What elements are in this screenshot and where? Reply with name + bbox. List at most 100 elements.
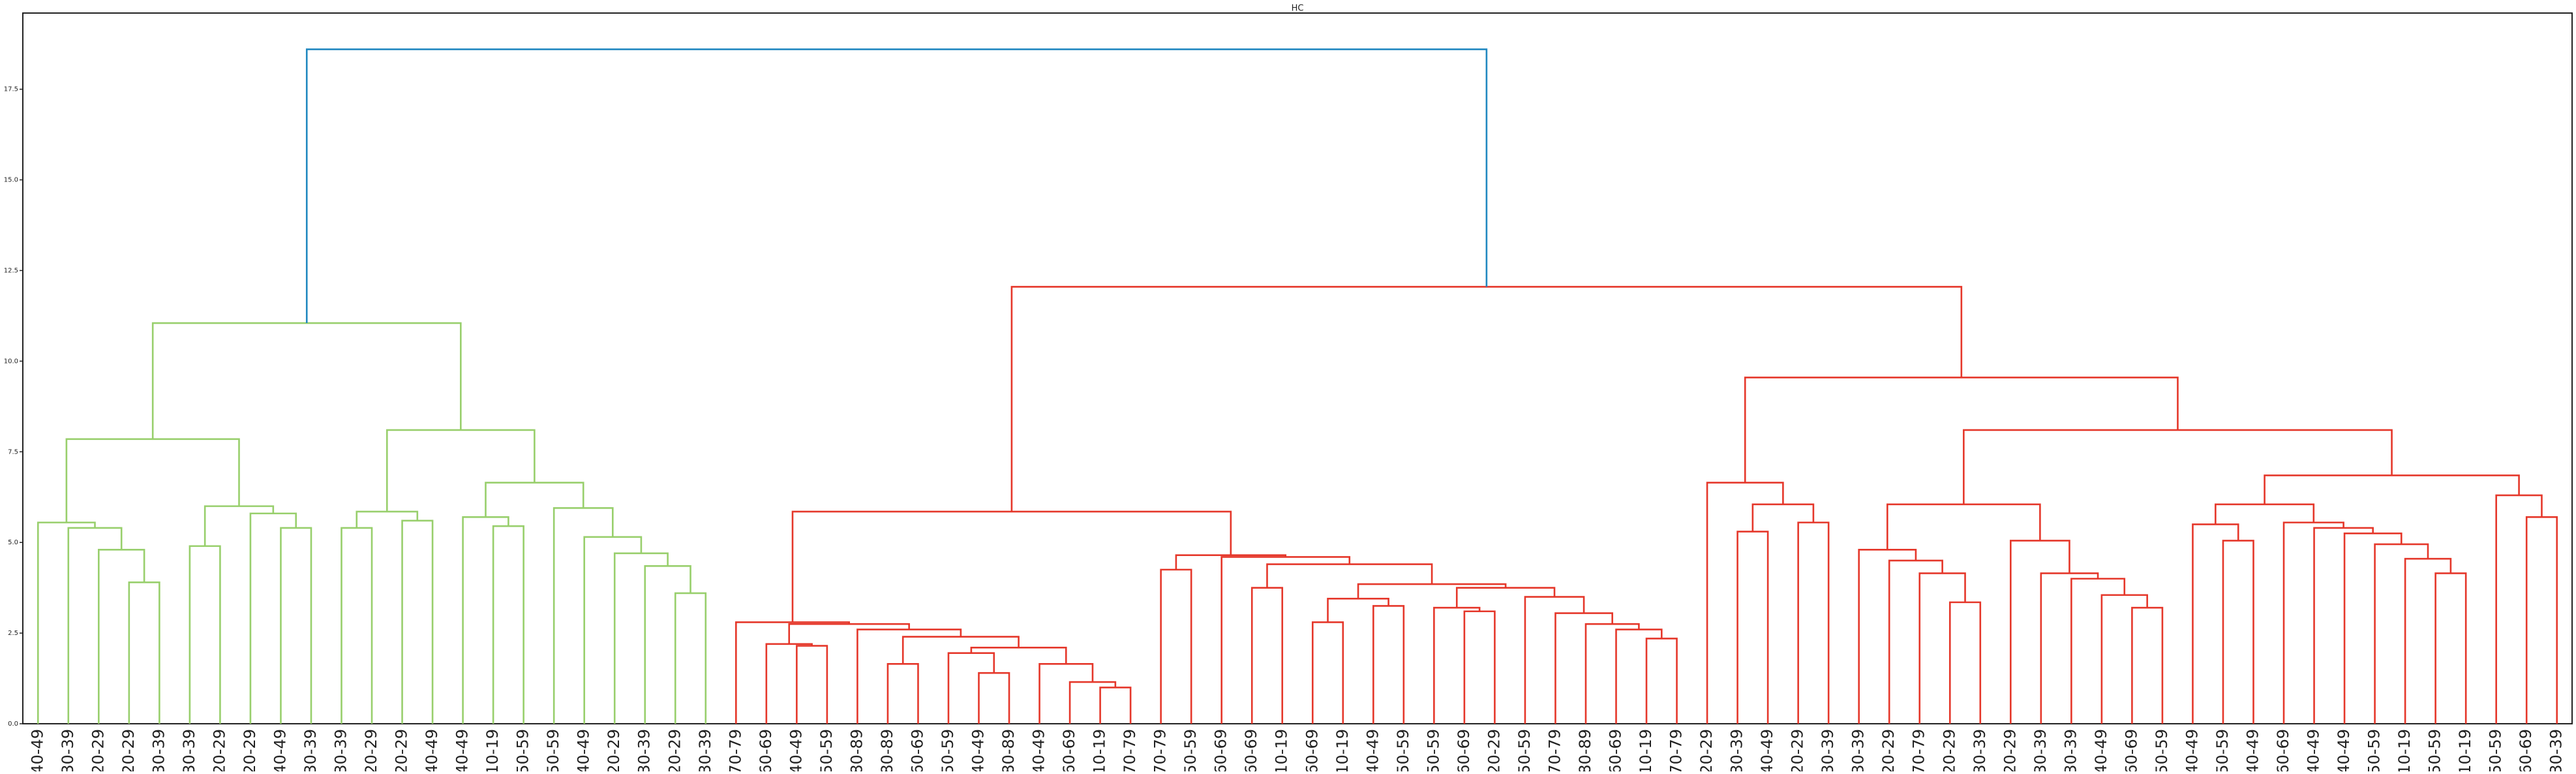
leaf-label: 20-29 bbox=[393, 729, 411, 771]
dendrogram-link bbox=[1327, 598, 1389, 623]
leaf-label: 40-49 bbox=[1030, 729, 1048, 771]
dendrogram-link bbox=[644, 565, 691, 724]
leaf-label: 70-79 bbox=[1151, 729, 1170, 771]
leaf-label: 60-69 bbox=[1455, 729, 1473, 771]
dendrogram-link bbox=[341, 527, 373, 724]
leaf-label: 60-69 bbox=[2122, 729, 2140, 771]
y-tick-label: 5.0 bbox=[8, 539, 18, 546]
leaf-label: 30-39 bbox=[635, 729, 654, 771]
dendrogram-link bbox=[1311, 621, 1344, 724]
y-tick-label: 2.5 bbox=[8, 630, 18, 637]
leaf-label: 50-59 bbox=[817, 729, 836, 771]
leaf-label: 70-79 bbox=[1910, 729, 1928, 771]
dendrogram-link bbox=[1584, 623, 1640, 724]
dendrogram-link bbox=[1948, 601, 1982, 724]
dendrogram-link bbox=[356, 510, 419, 528]
dendrogram-link bbox=[386, 429, 536, 512]
dendrogram-link bbox=[1266, 563, 1433, 588]
leaf-label: 60-69 bbox=[1060, 729, 1078, 771]
dendrogram-link bbox=[249, 512, 297, 724]
dendrogram-link bbox=[613, 552, 669, 724]
leaf-label: 60-69 bbox=[1212, 729, 1230, 771]
dendrogram-link bbox=[2215, 503, 2315, 525]
dendrogram-link bbox=[2131, 606, 2164, 724]
dendrogram-link bbox=[1010, 286, 1963, 512]
leaf-label: 30-39 bbox=[1728, 729, 1746, 771]
leaf-label: 20-29 bbox=[1697, 729, 1716, 771]
dendrogram-link bbox=[401, 519, 434, 724]
dendrogram-link bbox=[37, 521, 96, 724]
leaf-label: 30-39 bbox=[2547, 729, 2566, 771]
dendrogram-link bbox=[947, 652, 995, 724]
leaf-label: 20-29 bbox=[89, 729, 107, 771]
dendrogram-link bbox=[970, 647, 1067, 664]
leaf-label: 50-59 bbox=[2153, 729, 2171, 771]
leaf-label: 30-39 bbox=[149, 729, 168, 771]
dendrogram-link bbox=[1554, 612, 1613, 724]
leaf-label: 20-29 bbox=[1879, 729, 1898, 771]
leaf-label: 70-79 bbox=[726, 729, 744, 771]
dendrogram-link bbox=[189, 545, 221, 724]
dendrogram-link bbox=[583, 536, 643, 724]
leaf-label: 70-79 bbox=[1667, 729, 1686, 771]
dendrogram-link bbox=[1524, 596, 1585, 724]
leaf-label: 30-39 bbox=[180, 729, 198, 771]
dendrogram-link bbox=[2010, 540, 2070, 724]
dendrogram-link bbox=[1433, 606, 1481, 724]
dendrogram-link bbox=[2313, 527, 2374, 724]
dendrogram-link bbox=[674, 592, 707, 724]
leaf-label: 80-89 bbox=[847, 729, 866, 771]
dendrogram-link bbox=[305, 48, 1488, 324]
y-tick-label: 10.0 bbox=[4, 358, 18, 365]
y-tick-label: 0.0 bbox=[8, 720, 18, 728]
dendrogram-link bbox=[2525, 516, 2558, 724]
dendrogram-link bbox=[128, 581, 160, 724]
dendrogram-link bbox=[1038, 663, 1094, 724]
leaf-label: 60-69 bbox=[2274, 729, 2292, 771]
leaf-label: 20-29 bbox=[362, 729, 380, 771]
leaf-label: 40-49 bbox=[453, 729, 472, 771]
dendrogram-link bbox=[788, 623, 910, 644]
leaf-label: 30-39 bbox=[1971, 729, 1989, 771]
leaf-label: 40-49 bbox=[787, 729, 805, 771]
leaf-label: 20-29 bbox=[665, 729, 684, 771]
y-tick-label: 7.5 bbox=[8, 448, 18, 456]
dendrogram-link bbox=[2495, 494, 2543, 724]
y-tick-label: 17.5 bbox=[4, 86, 18, 93]
dendrogram-link bbox=[2040, 572, 2099, 724]
leaf-label: 30-39 bbox=[2061, 729, 2080, 771]
dendrogram-link bbox=[1918, 572, 1966, 724]
dendrogram-link bbox=[1858, 549, 1917, 724]
dendrogram-link bbox=[1887, 503, 2041, 550]
leaf-label: 10-19 bbox=[1333, 729, 1352, 771]
leaf-label: 60-69 bbox=[1242, 729, 1260, 771]
leaf-label: 40-49 bbox=[1363, 729, 1382, 771]
dendrogram-link bbox=[796, 645, 828, 724]
leaf-label: 20-29 bbox=[2001, 729, 2019, 771]
dendrogram-link bbox=[886, 663, 919, 724]
leaf-label: 60-69 bbox=[908, 729, 926, 771]
leaf-label: 30-39 bbox=[2031, 729, 2050, 771]
leaf-label: 30-39 bbox=[1819, 729, 1837, 771]
dendrogram-link bbox=[1455, 587, 1556, 608]
leaf-label: 30-39 bbox=[1849, 729, 1868, 771]
dendrogram-link bbox=[204, 505, 275, 546]
leaf-label: 60-69 bbox=[1303, 729, 1321, 771]
leaf-label: 40-49 bbox=[271, 729, 289, 771]
leaf-label: 60-69 bbox=[2517, 729, 2535, 771]
dendrogram-link bbox=[902, 636, 1020, 664]
dendrogram-link bbox=[1099, 687, 1132, 724]
leaf-label: 40-49 bbox=[2305, 729, 2323, 771]
dendrogram-link bbox=[65, 438, 240, 523]
leaf-label: 40-49 bbox=[1758, 729, 1776, 771]
dendrogram-link bbox=[1797, 521, 1830, 724]
dendrogram-link bbox=[978, 672, 1010, 724]
dendrogram-link bbox=[1645, 638, 1678, 724]
dendrogram-link bbox=[2192, 523, 2239, 724]
dendrogram-link bbox=[2374, 543, 2429, 724]
dendrogram-link bbox=[1372, 605, 1405, 724]
leaf-label: 30-39 bbox=[301, 729, 320, 771]
leaf-label: 40-49 bbox=[2183, 729, 2201, 771]
